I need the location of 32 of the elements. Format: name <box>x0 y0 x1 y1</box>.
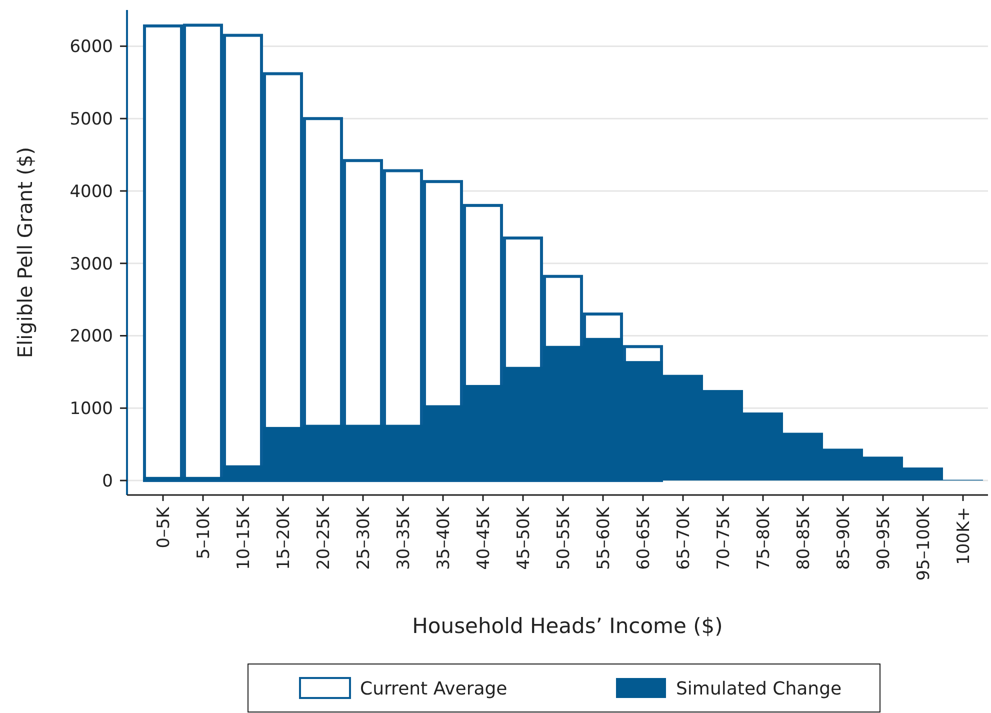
x-tick-label: 20–25K <box>314 506 334 570</box>
x-tick-label: 80–85K <box>794 506 814 570</box>
x-tick-label: 90–95K <box>874 506 894 570</box>
x-tick-label: 40–45K <box>474 506 494 570</box>
x-tick-label: 65–70K <box>674 506 694 570</box>
y-tick-label: 1000 <box>70 399 113 420</box>
x-tick-label: 60–65K <box>634 506 654 570</box>
y-tick-label: 3000 <box>70 254 113 274</box>
x-tick-label: 10–15K <box>234 506 254 570</box>
x-tick-label: 45–50K <box>514 506 534 570</box>
x-tick-label: 70–75K <box>714 506 734 570</box>
x-tick-label: 100K+ <box>954 507 974 565</box>
y-tick-label: 5000 <box>70 110 113 130</box>
y-axis-title: Eligible Pell Grant ($) <box>13 146 37 358</box>
y-tick-label: 2000 <box>70 326 113 347</box>
x-tick-label: 0–5K <box>154 506 174 548</box>
x-tick-label: 95–100K <box>914 506 934 581</box>
x-tick-label: 85–90K <box>834 506 854 570</box>
legend-label: Simulated Change <box>676 678 842 700</box>
y-tick-label: 4000 <box>70 182 113 202</box>
x-tick-label: 25–30K <box>354 506 374 570</box>
x-axis-title: Household Heads’ Income ($) <box>412 614 723 638</box>
x-tick-label: 50–55K <box>554 506 574 570</box>
legend-label: Current Average <box>360 678 508 700</box>
x-tick-label: 30–35K <box>394 506 414 570</box>
y-tick-label: 0 <box>102 471 113 492</box>
x-tick-label: 75–80K <box>754 506 774 570</box>
x-tick-label: 15–20K <box>274 506 294 570</box>
x-tick-label: 35–40K <box>434 506 454 570</box>
x-tick-label: 55–60K <box>594 506 614 570</box>
x-tick-label: 5–10K <box>194 506 214 560</box>
y-tick-label: 6000 <box>70 37 113 58</box>
